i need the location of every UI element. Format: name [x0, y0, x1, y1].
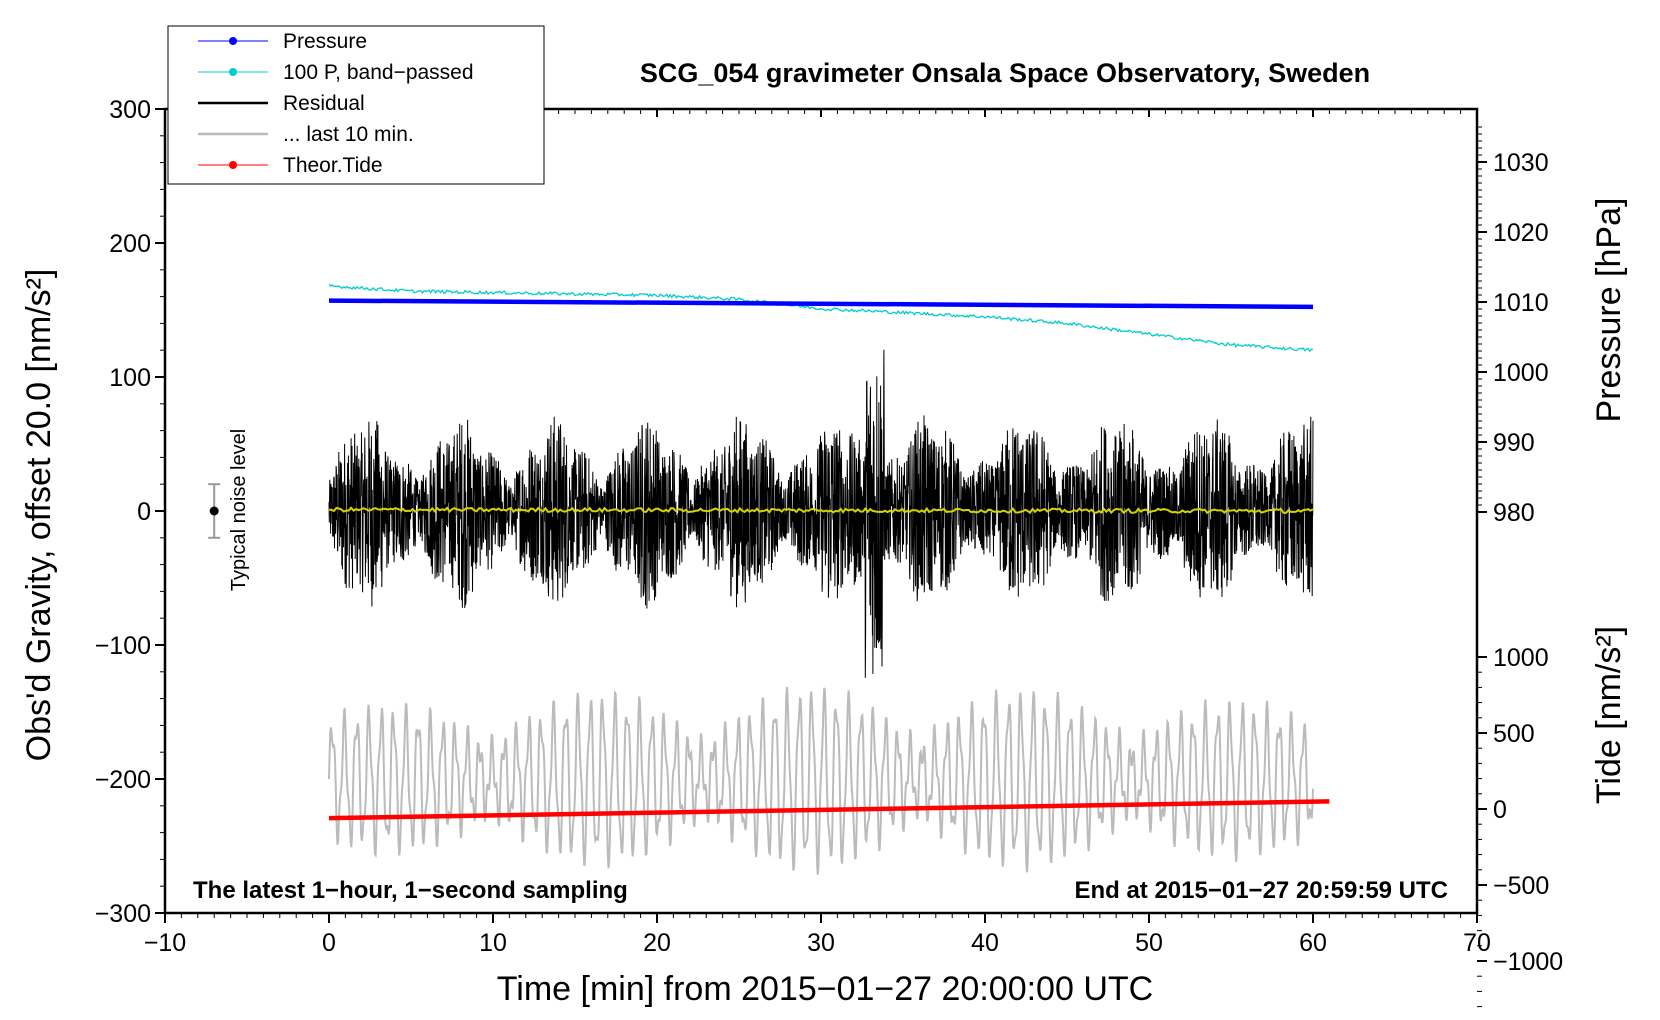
series-last-10-min — [328, 687, 1314, 875]
x-axis-title: Time [min] from 2015−01−27 20:00:00 UTC — [497, 970, 1153, 1008]
legend-label: Theor.Tide — [283, 154, 383, 177]
y-tick-label: 200 — [109, 230, 151, 258]
annotation-sampling: The latest 1−hour, 1−second sampling — [193, 877, 628, 904]
y-tick-label: 100 — [109, 364, 151, 392]
pressure-tick-label: 1010 — [1493, 289, 1549, 317]
tide-tick-label: 0 — [1493, 796, 1507, 824]
y-axis-title-left: Obs'd Gravity, offset 20.0 [nm/s²] — [20, 269, 58, 762]
y-tick-label: 300 — [109, 96, 151, 124]
noise-indicator: Typical noise level — [208, 429, 250, 591]
x-tick-label: 10 — [479, 929, 507, 957]
axis-ticks: −10 0 10 20 30 40 50 60 703002001000−100−200−300… — [95, 96, 1563, 1008]
noise-dot — [209, 506, 219, 516]
y-axis-title-pressure: Pressure [hPa] — [1590, 198, 1628, 423]
noise-label: Typical noise level — [228, 429, 250, 591]
legend-label: Residual — [283, 92, 365, 115]
x-tick-label: 30 — [807, 929, 835, 957]
legend-box — [167, 25, 545, 185]
series-residual — [328, 349, 1314, 678]
legend: Pressure 100 P, band−passed Residual ... la… — [167, 25, 545, 185]
legend-label: 100 P, band−passed — [283, 61, 474, 84]
pressure-tick-label: 990 — [1493, 429, 1535, 457]
y-axis-title-tide: Tide [nm/s²] — [1590, 626, 1628, 804]
tide-tick-label: 1000 — [1493, 644, 1549, 672]
pressure-tick-label: 1020 — [1493, 219, 1549, 247]
chart-title: SCG_054 gravimeter Onsala Space Observat… — [640, 58, 1370, 88]
x-tick-label: 20 — [643, 929, 671, 957]
legend-marker — [229, 37, 237, 45]
legend-marker — [229, 161, 237, 169]
series-layer — [328, 283, 1330, 875]
tide-tick-label: −500 — [1493, 872, 1549, 900]
annotation-end-time: End at 2015−01−27 20:59:59 UTC — [1074, 877, 1448, 904]
x-tick-label: −10 — [144, 929, 186, 957]
series-residual-smoothed — [328, 506, 1314, 515]
pressure-tick-label: 980 — [1493, 499, 1535, 527]
y-tick-label: −300 — [95, 900, 151, 928]
y-tick-label: −100 — [95, 632, 151, 660]
tide-tick-label: 500 — [1493, 720, 1535, 748]
y-tick-label: −200 — [95, 766, 151, 794]
tide-tick-label: −1000 — [1493, 948, 1563, 976]
legend-label: Pressure — [283, 30, 367, 53]
x-tick-label: 60 — [1299, 929, 1327, 957]
series-pressure — [328, 298, 1314, 310]
series-theor-tide — [328, 799, 1330, 821]
legend-marker — [229, 68, 237, 76]
series-band-passed-pressure — [328, 283, 1314, 353]
x-tick-label: 70 — [1463, 929, 1491, 957]
x-tick-label: 40 — [971, 929, 999, 957]
pressure-tick-label: 1000 — [1493, 359, 1549, 387]
x-tick-label: 50 — [1135, 929, 1163, 957]
pressure-tick-label: 1030 — [1493, 149, 1549, 177]
y-tick-label: 0 — [137, 498, 151, 526]
legend-label: ... last 10 min. — [283, 123, 414, 146]
x-tick-label: 0 — [322, 929, 336, 957]
